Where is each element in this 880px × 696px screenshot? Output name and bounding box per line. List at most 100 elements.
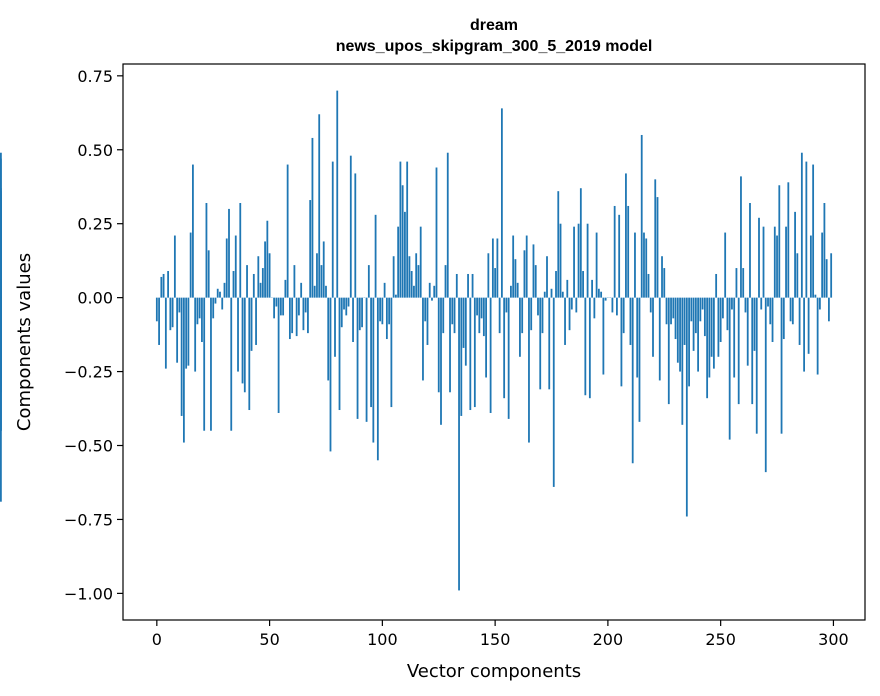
y-tick-label: 0.75 [77, 67, 113, 86]
bar-135 [460, 297, 463, 416]
bars-group [0, 90, 833, 591]
bar-169 [537, 297, 539, 316]
bar-164 [525, 235, 528, 298]
bar-28 [219, 291, 221, 298]
bar-147 [487, 253, 490, 298]
bar-293 [816, 297, 819, 375]
bar-262 [746, 297, 749, 366]
bar-16 [192, 164, 194, 298]
bar-70 [313, 285, 316, 298]
bar-114 [413, 285, 415, 298]
bar-159 [514, 259, 517, 298]
bar-31 [225, 238, 228, 298]
bar-219 [649, 297, 652, 313]
bar-91 [361, 297, 363, 328]
y-tick-label: −0.50 [64, 437, 113, 456]
bar-175 [550, 288, 553, 298]
bar-276 [778, 185, 781, 298]
bar-123 [433, 285, 436, 298]
bar-279 [785, 226, 787, 298]
bar-59 [288, 297, 291, 340]
y-tick-label: −1.00 [64, 584, 113, 603]
bar-93 [365, 297, 368, 422]
bar-142 [476, 297, 478, 316]
bar-38 [241, 297, 244, 384]
bar-62 [295, 297, 298, 337]
bar-197 [600, 291, 603, 298]
bar-193 [591, 279, 593, 298]
bar-103 [388, 297, 391, 325]
bar-299 [830, 253, 833, 298]
bar-204 [616, 297, 618, 316]
bar-124 [435, 167, 438, 298]
bar-231 [676, 297, 679, 363]
bar-49 [266, 220, 269, 298]
bar-90 [358, 297, 361, 331]
bar-254 [728, 297, 731, 440]
bar-79 [334, 297, 336, 357]
bar-178 [557, 191, 560, 298]
bar-174 [548, 297, 551, 390]
bar-111 [406, 161, 409, 298]
bar-297 [825, 259, 828, 298]
bar-12 [182, 297, 185, 443]
bar-77 [329, 297, 332, 452]
bar-211 [631, 297, 634, 464]
bar-78 [331, 161, 334, 298]
bar-36 [237, 297, 239, 372]
bar-247 [712, 297, 715, 369]
bar-235 [685, 297, 688, 517]
bar-19 [198, 297, 201, 319]
y-tick-label: 0.50 [77, 141, 113, 160]
bar-240 [697, 297, 699, 372]
bar-289 [807, 297, 810, 354]
bar-243 [703, 297, 706, 337]
bar-32 [228, 208, 230, 298]
bar-112 [408, 256, 411, 298]
y-axis: 0.75 0.50 0.25 0.00 −0.25 −0.50 −0.75 −1.00 [64, 67, 123, 603]
bar-66 [304, 297, 307, 313]
bar-221 [654, 179, 657, 298]
bar-69 [311, 137, 314, 298]
bar-53 [275, 297, 278, 307]
bar-188 [579, 188, 582, 298]
bar-6 [169, 297, 172, 331]
bar-245 [708, 297, 711, 378]
bar-234 [683, 297, 686, 345]
bar-233 [681, 297, 684, 425]
bar-45 [257, 256, 260, 298]
bar-180 [561, 291, 564, 298]
bar-107 [397, 226, 400, 298]
bar-61 [293, 265, 296, 298]
bar-84 [345, 297, 348, 316]
bar-117 [419, 226, 422, 298]
bar-292 [814, 294, 817, 298]
bar-244 [706, 297, 709, 399]
bar-75 [325, 285, 327, 298]
x-tick-label: 300 [818, 630, 849, 649]
x-tick-label: 50 [259, 630, 279, 649]
bar-132 [453, 297, 456, 334]
bar-87 [352, 297, 354, 342]
bar-284 [796, 253, 799, 298]
bar-52 [273, 297, 275, 319]
bar-26 [214, 297, 217, 304]
x-tick-label: 0 [152, 630, 162, 649]
bar-278 [782, 297, 785, 340]
bar-155 [505, 297, 508, 313]
bar-227 [667, 297, 670, 405]
bar-43 [252, 273, 255, 298]
x-tick-label: 150 [480, 630, 511, 649]
bar-207 [622, 297, 625, 334]
bar-256 [733, 297, 736, 378]
bar-10 [178, 297, 181, 313]
bar-71 [316, 253, 318, 298]
bar-288 [805, 161, 808, 298]
bar-119 [424, 297, 427, 322]
bar-102 [385, 297, 388, 340]
bar-54 [277, 297, 280, 413]
bar-67 [307, 297, 309, 334]
bar-8 [173, 235, 176, 298]
bar-58 [286, 164, 289, 298]
bar-185 [573, 226, 575, 298]
